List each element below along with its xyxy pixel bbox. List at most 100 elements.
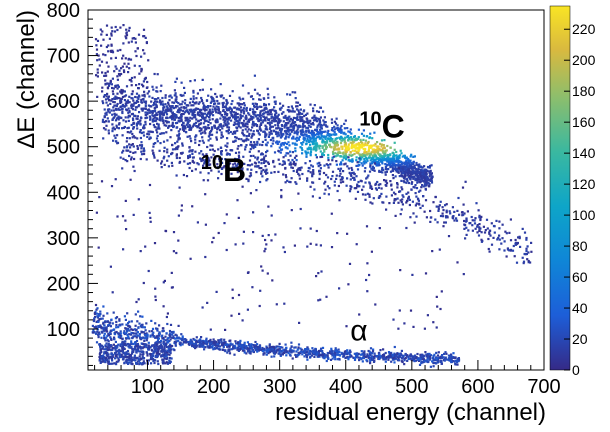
data-point (109, 82, 112, 85)
data-point (381, 201, 384, 204)
data-point (332, 140, 335, 143)
data-point (146, 354, 149, 357)
data-point (325, 163, 328, 166)
data-point (147, 359, 150, 362)
data-point (191, 109, 194, 112)
data-point (409, 178, 412, 181)
data-point (299, 351, 302, 354)
data-point (415, 167, 418, 171)
data-point (204, 106, 207, 109)
data-point (174, 142, 177, 145)
data-point (324, 180, 327, 183)
data-point (201, 139, 204, 142)
data-point (308, 353, 311, 356)
data-point (296, 133, 299, 136)
data-point (309, 148, 313, 151)
data-point (360, 132, 364, 135)
data-point (115, 346, 118, 350)
data-point (196, 113, 199, 116)
data-point (128, 337, 131, 340)
data-point (137, 310, 140, 313)
data-point (231, 343, 234, 346)
data-point (276, 349, 279, 352)
data-point (492, 236, 495, 239)
data-point (93, 313, 97, 316)
data-point (149, 352, 152, 356)
data-point (253, 88, 257, 91)
data-point (193, 110, 196, 113)
data-point (216, 99, 219, 103)
data-point (372, 159, 375, 162)
data-point (125, 361, 129, 364)
data-point (130, 93, 133, 96)
data-point (184, 341, 187, 344)
data-point (280, 132, 283, 135)
data-point (323, 123, 326, 126)
data-point (230, 119, 233, 122)
data-point (418, 171, 421, 175)
data-point (296, 108, 299, 111)
data-point (322, 110, 325, 113)
data-point (238, 104, 241, 107)
data-point (224, 112, 228, 115)
data-point (495, 219, 498, 222)
data-point (334, 146, 337, 149)
data-point (245, 114, 248, 117)
data-point (162, 336, 165, 340)
data-point (113, 338, 116, 341)
data-point (105, 101, 108, 104)
data-point (327, 164, 330, 167)
data-point (296, 353, 300, 357)
data-point (369, 356, 372, 359)
data-point (288, 144, 291, 147)
data-point (224, 343, 227, 346)
data-point (212, 338, 215, 341)
data-point (258, 143, 261, 146)
data-point (311, 175, 314, 178)
data-point (141, 355, 144, 358)
data-point (255, 171, 258, 174)
data-point (394, 193, 397, 196)
data-point (445, 209, 448, 212)
data-point (432, 357, 435, 360)
data-point (318, 177, 321, 180)
data-point (170, 129, 173, 132)
data-point (401, 357, 404, 360)
data-point (364, 198, 367, 201)
data-point (126, 342, 130, 346)
data-point (179, 341, 182, 344)
data-point (291, 119, 294, 122)
data-point (173, 118, 176, 121)
data-point (339, 178, 342, 181)
data-point (120, 105, 124, 108)
data-point (319, 130, 322, 133)
data-point (264, 138, 267, 141)
data-point (103, 352, 106, 355)
data-point (124, 353, 127, 356)
data-point (228, 116, 232, 119)
data-point (199, 111, 202, 114)
data-point (190, 340, 194, 343)
data-point (144, 117, 147, 120)
data-point (131, 332, 134, 335)
data-point (144, 100, 148, 103)
data-point (339, 181, 342, 184)
data-point (270, 132, 273, 135)
data-point (116, 141, 120, 144)
data-point (276, 135, 279, 138)
data-point (147, 108, 150, 111)
data-point (300, 147, 303, 150)
data-point (298, 177, 301, 180)
data-point (192, 108, 195, 111)
data-point (344, 145, 347, 148)
data-point (386, 144, 389, 148)
data-point (242, 125, 245, 128)
data-point (257, 132, 260, 135)
data-point (259, 118, 262, 121)
data-point (310, 140, 313, 143)
data-point (289, 128, 292, 131)
data-point (246, 120, 249, 123)
data-point (333, 133, 336, 136)
data-point (252, 98, 255, 101)
data-point (425, 355, 428, 358)
